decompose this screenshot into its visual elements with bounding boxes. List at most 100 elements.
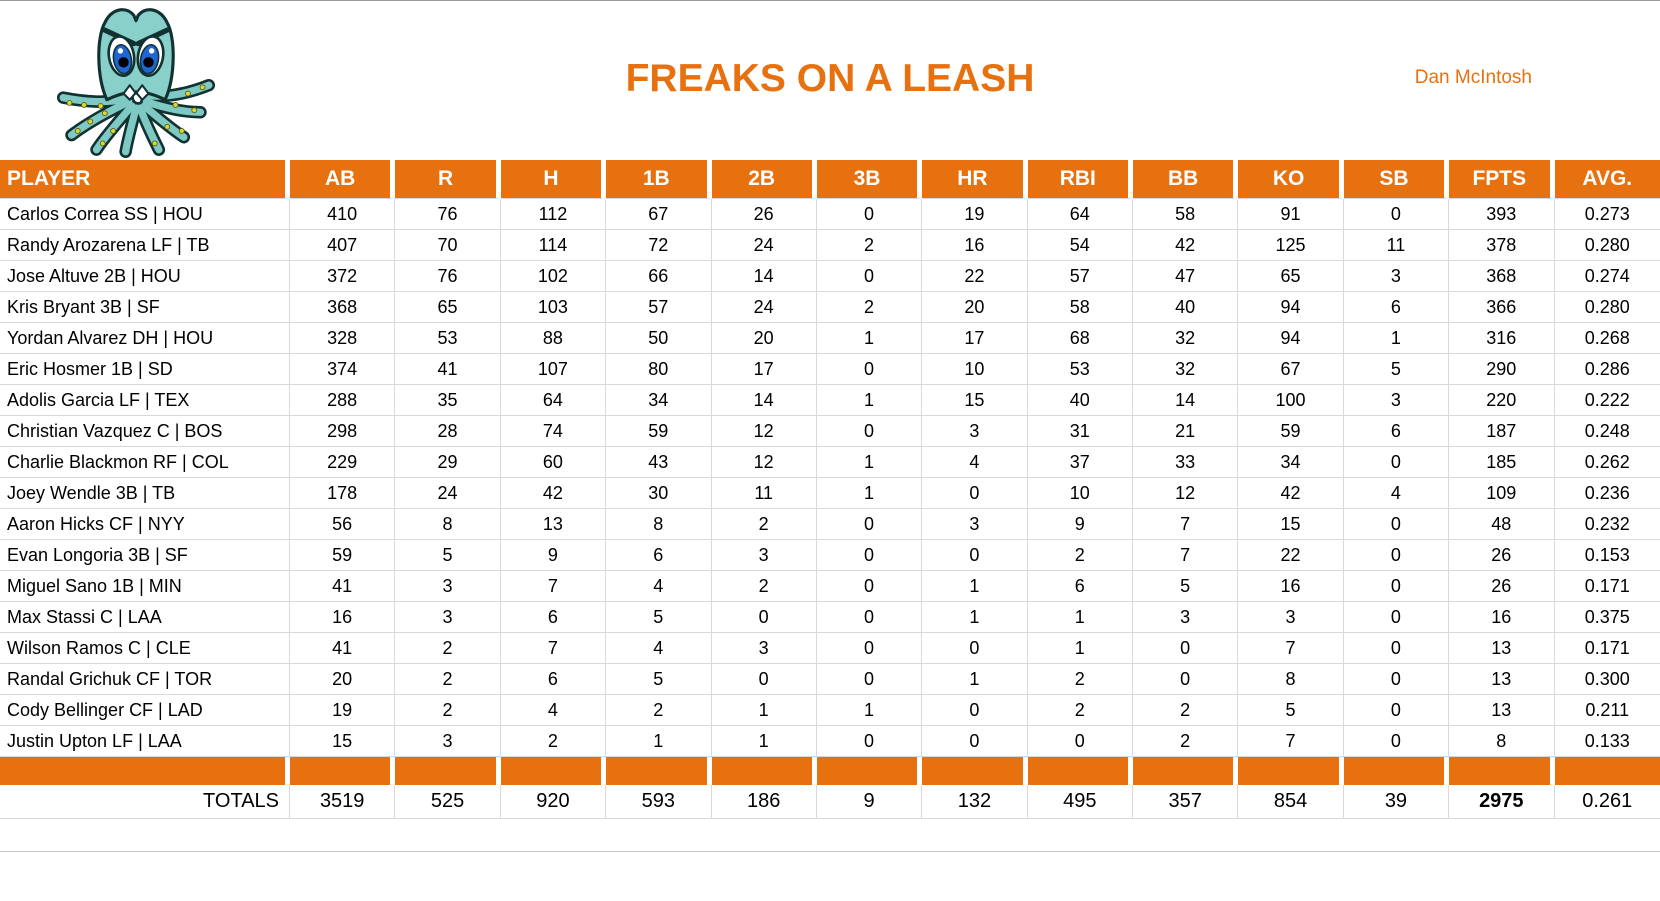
stat-cell-rbi[interactable]: 9 bbox=[1027, 509, 1133, 540]
player-name-cell[interactable]: Evan Longoria 3B | SF bbox=[0, 540, 290, 571]
stat-cell-avg[interactable]: 0.274 bbox=[1554, 261, 1660, 292]
stat-cell-hr[interactable]: 15 bbox=[922, 385, 1028, 416]
stat-cell-hr[interactable]: 4 bbox=[922, 447, 1028, 478]
player-name-cell[interactable]: Joey Wendle 3B | TB bbox=[0, 478, 290, 509]
stat-cell-fpts[interactable]: 48 bbox=[1449, 509, 1555, 540]
stat-cell-1b[interactable]: 50 bbox=[606, 323, 712, 354]
total-cell-3b[interactable]: 9 bbox=[816, 785, 923, 819]
stat-cell-r[interactable]: 3 bbox=[395, 726, 501, 757]
stat-cell-sb[interactable]: 0 bbox=[1343, 571, 1450, 602]
stat-cell-ab[interactable]: 298 bbox=[290, 416, 396, 447]
stat-cell-rbi[interactable]: 0 bbox=[1027, 726, 1133, 757]
stat-cell-h[interactable]: 88 bbox=[500, 323, 607, 354]
stat-cell-ko[interactable]: 8 bbox=[1238, 664, 1344, 695]
stat-cell-h[interactable]: 42 bbox=[500, 478, 607, 509]
stat-cell-3b[interactable]: 0 bbox=[816, 726, 923, 757]
stat-cell-sb[interactable]: 0 bbox=[1343, 633, 1450, 664]
stat-cell-fpts[interactable]: 187 bbox=[1449, 416, 1555, 447]
stat-cell-r[interactable]: 29 bbox=[395, 447, 501, 478]
stat-cell-r[interactable]: 3 bbox=[395, 602, 501, 633]
player-name-cell[interactable]: Aaron Hicks CF | NYY bbox=[0, 509, 290, 540]
stat-cell-h[interactable]: 7 bbox=[500, 633, 607, 664]
stat-cell-ab[interactable]: 20 bbox=[290, 664, 396, 695]
stat-cell-sb[interactable]: 0 bbox=[1343, 509, 1450, 540]
total-cell-ab[interactable]: 3519 bbox=[290, 785, 396, 819]
stat-cell-1b[interactable]: 43 bbox=[606, 447, 712, 478]
stat-cell-ab[interactable]: 328 bbox=[290, 323, 396, 354]
stat-cell-2b[interactable]: 17 bbox=[711, 354, 817, 385]
stat-cell-avg[interactable]: 0.280 bbox=[1554, 292, 1660, 323]
stat-cell-2b[interactable]: 3 bbox=[711, 540, 817, 571]
stat-cell-2b[interactable]: 26 bbox=[711, 199, 817, 230]
stat-cell-h[interactable]: 7 bbox=[500, 571, 607, 602]
stat-cell-hr[interactable]: 0 bbox=[922, 726, 1028, 757]
stat-cell-r[interactable]: 3 bbox=[395, 571, 501, 602]
player-name-cell[interactable]: Max Stassi C | LAA bbox=[0, 602, 290, 633]
stat-cell-ko[interactable]: 16 bbox=[1238, 571, 1344, 602]
stat-cell-3b[interactable]: 0 bbox=[816, 261, 923, 292]
stat-cell-3b[interactable]: 0 bbox=[816, 509, 923, 540]
stat-cell-hr[interactable]: 19 bbox=[922, 199, 1028, 230]
stat-cell-ko[interactable]: 3 bbox=[1238, 602, 1344, 633]
stat-cell-hr[interactable]: 22 bbox=[922, 261, 1028, 292]
stat-cell-1b[interactable]: 34 bbox=[606, 385, 712, 416]
stat-cell-hr[interactable]: 10 bbox=[922, 354, 1028, 385]
stat-cell-h[interactable]: 4 bbox=[500, 695, 607, 726]
stat-cell-bb[interactable]: 12 bbox=[1133, 478, 1239, 509]
stat-cell-r[interactable]: 76 bbox=[395, 261, 501, 292]
stat-cell-sb[interactable]: 6 bbox=[1343, 292, 1450, 323]
stat-cell-h[interactable]: 2 bbox=[500, 726, 607, 757]
player-name-cell[interactable]: Randal Grichuk CF | TOR bbox=[0, 664, 290, 695]
stat-cell-fpts[interactable]: 316 bbox=[1449, 323, 1555, 354]
stat-cell-rbi[interactable]: 54 bbox=[1027, 230, 1133, 261]
stat-cell-1b[interactable]: 30 bbox=[606, 478, 712, 509]
stat-cell-r[interactable]: 35 bbox=[395, 385, 501, 416]
column-header-player[interactable]: PLAYER bbox=[0, 160, 290, 199]
stat-cell-ko[interactable]: 7 bbox=[1238, 726, 1344, 757]
stat-cell-r[interactable]: 8 bbox=[395, 509, 501, 540]
total-cell-r[interactable]: 525 bbox=[395, 785, 501, 819]
stat-cell-sb[interactable]: 3 bbox=[1343, 261, 1450, 292]
stat-cell-3b[interactable]: 2 bbox=[816, 292, 923, 323]
stat-cell-avg[interactable]: 0.133 bbox=[1554, 726, 1660, 757]
stat-cell-rbi[interactable]: 2 bbox=[1027, 695, 1133, 726]
stat-cell-ab[interactable]: 372 bbox=[290, 261, 396, 292]
player-name-cell[interactable]: Jose Altuve 2B | HOU bbox=[0, 261, 290, 292]
stat-cell-bb[interactable]: 40 bbox=[1133, 292, 1239, 323]
stat-cell-h[interactable]: 6 bbox=[500, 664, 607, 695]
total-cell-bb[interactable]: 357 bbox=[1133, 785, 1239, 819]
stat-cell-r[interactable]: 24 bbox=[395, 478, 501, 509]
stat-cell-1b[interactable]: 4 bbox=[606, 633, 712, 664]
player-name-cell[interactable]: Charlie Blackmon RF | COL bbox=[0, 447, 290, 478]
stat-cell-rbi[interactable]: 6 bbox=[1027, 571, 1133, 602]
player-name-cell[interactable]: Cody Bellinger CF | LAD bbox=[0, 695, 290, 726]
stat-cell-1b[interactable]: 72 bbox=[606, 230, 712, 261]
stat-cell-avg[interactable]: 0.286 bbox=[1554, 354, 1660, 385]
stat-cell-r[interactable]: 2 bbox=[395, 695, 501, 726]
stat-cell-3b[interactable]: 1 bbox=[816, 323, 923, 354]
stat-cell-bb[interactable]: 58 bbox=[1133, 199, 1239, 230]
stat-cell-sb[interactable]: 5 bbox=[1343, 354, 1450, 385]
stat-cell-bb[interactable]: 7 bbox=[1133, 540, 1239, 571]
total-cell-hr[interactable]: 132 bbox=[922, 785, 1028, 819]
stat-cell-bb[interactable]: 7 bbox=[1133, 509, 1239, 540]
stat-cell-3b[interactable]: 0 bbox=[816, 664, 923, 695]
totals-label[interactable]: TOTALS bbox=[0, 785, 290, 819]
stat-cell-sb[interactable]: 3 bbox=[1343, 385, 1450, 416]
stat-cell-rbi[interactable]: 37 bbox=[1027, 447, 1133, 478]
column-header-h[interactable]: H bbox=[500, 160, 607, 199]
stat-cell-h[interactable]: 9 bbox=[500, 540, 607, 571]
player-name-cell[interactable]: Yordan Alvarez DH | HOU bbox=[0, 323, 290, 354]
stat-cell-rbi[interactable]: 2 bbox=[1027, 540, 1133, 571]
stat-cell-2b[interactable]: 14 bbox=[711, 385, 817, 416]
stat-cell-2b[interactable]: 1 bbox=[711, 695, 817, 726]
stat-cell-2b[interactable]: 2 bbox=[711, 509, 817, 540]
stat-cell-rbi[interactable]: 57 bbox=[1027, 261, 1133, 292]
stat-cell-bb[interactable]: 2 bbox=[1133, 695, 1239, 726]
stat-cell-ab[interactable]: 178 bbox=[290, 478, 396, 509]
stat-cell-rbi[interactable]: 58 bbox=[1027, 292, 1133, 323]
player-name-cell[interactable]: Randy Arozarena LF | TB bbox=[0, 230, 290, 261]
stat-cell-fpts[interactable]: 13 bbox=[1449, 664, 1555, 695]
stat-cell-fpts[interactable]: 185 bbox=[1449, 447, 1555, 478]
total-cell-2b[interactable]: 186 bbox=[711, 785, 817, 819]
